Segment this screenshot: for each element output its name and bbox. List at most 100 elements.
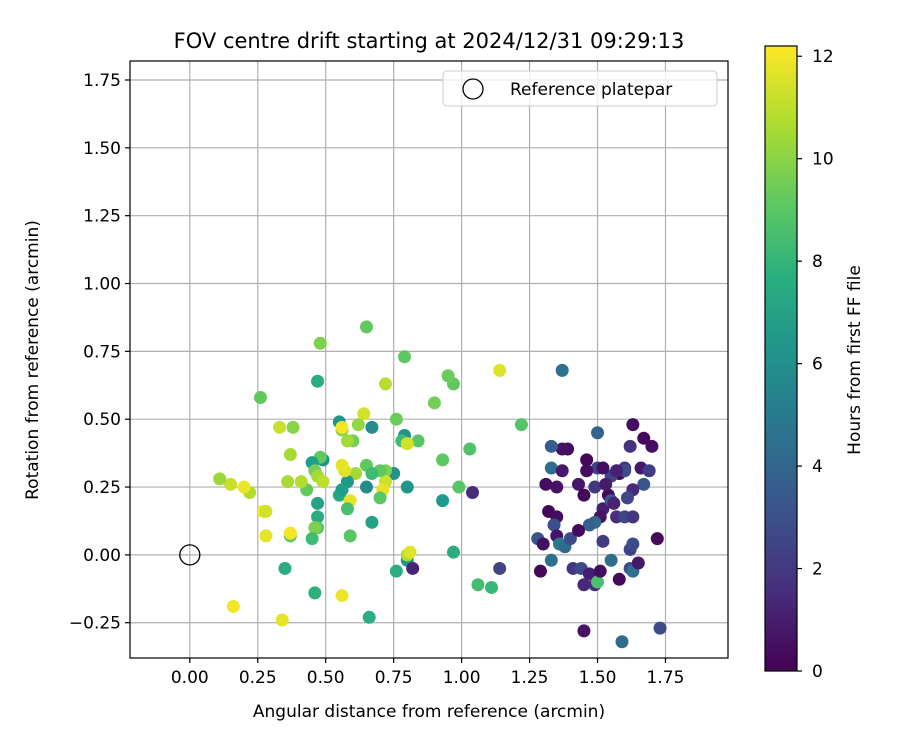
x-tick-label: 1.75 — [647, 668, 685, 688]
scatter-point — [544, 553, 558, 567]
scatter-point — [294, 475, 308, 489]
scatter-point — [631, 556, 645, 570]
x-axis-ticks: 0.00 0.25 0.50 0.75 1.00 1.25 1.50 1.75 — [171, 658, 685, 688]
scatter-point — [365, 420, 379, 434]
scatter-point — [623, 439, 637, 453]
x-tick-label: 1.50 — [579, 668, 617, 688]
scatter-point — [580, 464, 594, 478]
y-tick-label: 0.25 — [83, 478, 121, 498]
scatter-point — [650, 532, 664, 546]
scatter-point — [311, 496, 325, 510]
colorbar: 0 2 4 6 8 10 12 Hours from first FF file — [764, 45, 865, 682]
legend-box — [442, 70, 718, 107]
scatter-point — [563, 532, 577, 546]
colorbar-tick-label: 8 — [812, 252, 823, 272]
scatter-point — [577, 488, 591, 502]
scatter-point — [253, 390, 267, 404]
scatter-point — [446, 545, 460, 559]
scatter-point — [610, 464, 624, 478]
scatter-point — [305, 532, 319, 546]
scatter-point — [283, 447, 297, 461]
scatter-point — [436, 453, 450, 467]
scatter-point — [403, 545, 417, 559]
scatter-point — [281, 475, 295, 489]
scatter-point — [555, 464, 569, 478]
scatter-point — [544, 461, 558, 475]
scatter-point — [582, 518, 596, 532]
chart-title: FOV centre drift starting at 2024/12/31 … — [174, 29, 685, 53]
y-tick-label: 1.00 — [83, 275, 121, 295]
scatter-point — [555, 363, 569, 377]
scatter-point — [441, 369, 455, 383]
scatter-point — [349, 466, 363, 480]
reference-platepar-marker — [179, 544, 201, 566]
scatter-point — [599, 477, 613, 491]
scatter-point — [389, 564, 403, 578]
scatter-point — [653, 621, 667, 635]
scatter-points — [213, 320, 667, 649]
scatter-point — [572, 523, 585, 537]
scatter-point — [536, 537, 550, 551]
scatter-point — [637, 477, 651, 491]
scatter-point — [580, 453, 594, 467]
y-tick-label: 1.50 — [83, 139, 121, 159]
scatter-point — [259, 529, 273, 543]
scatter-point — [340, 434, 354, 448]
scatter-point — [357, 407, 371, 421]
scatter-point — [283, 526, 297, 540]
scatter-point — [311, 510, 325, 524]
scatter-point — [278, 561, 292, 575]
scatter-point — [335, 420, 349, 434]
y-axis-ticks: −0.25 0.00 0.25 0.50 0.75 1.00 1.25 1.50 1.75 — [69, 71, 130, 634]
scatter-point — [452, 480, 466, 494]
y-tick-label: 1.25 — [83, 207, 121, 227]
scatter-point — [547, 518, 561, 532]
colorbar-tick-label: 6 — [812, 355, 823, 375]
scatter-point — [493, 363, 507, 377]
scatter-point — [436, 494, 450, 508]
scatter-point — [577, 578, 591, 592]
scatter-point — [411, 434, 425, 448]
y-tick-label: 1.75 — [83, 71, 121, 91]
colorbar-tick-label: 2 — [812, 560, 823, 580]
scatter-point — [607, 496, 621, 510]
y-axis-label: Rotation from reference (arcmin) — [23, 220, 43, 500]
scatter-point — [275, 613, 289, 627]
scatter-point — [577, 624, 591, 638]
scatter-point — [514, 418, 528, 432]
scatter-point — [316, 475, 330, 489]
scatter-point — [359, 480, 373, 494]
scatter-point — [626, 537, 640, 551]
scatter-point — [642, 464, 656, 478]
scatter-point — [213, 472, 227, 486]
y-tick-label: 0.50 — [83, 410, 121, 430]
legend-entry-reference-platepar: Reference platepar — [510, 80, 672, 100]
scatter-point — [311, 374, 325, 388]
scatter-point — [343, 529, 357, 543]
scatter-point — [612, 572, 626, 586]
x-tick-label: 1.25 — [511, 668, 549, 688]
colorbar-gradient — [765, 46, 797, 671]
scatter-point — [335, 458, 349, 472]
scatter-point — [591, 575, 605, 589]
scatter-point — [539, 477, 553, 491]
scatter-point — [591, 426, 605, 440]
scatter-point — [362, 610, 376, 624]
scatter-point — [615, 635, 629, 649]
scatter-point — [463, 442, 477, 456]
scatter-point — [471, 578, 485, 592]
plot-frame — [129, 60, 729, 659]
colorbar-frame — [764, 45, 798, 672]
scatter-point — [237, 480, 251, 494]
legend: Reference platepar — [442, 70, 718, 107]
scatter-point — [604, 553, 618, 567]
scatter-point — [286, 420, 300, 434]
scatter-point — [389, 412, 403, 426]
colorbar-tick-label: 10 — [812, 150, 834, 170]
scatter-point — [335, 483, 349, 497]
x-tick-label: 0.00 — [171, 668, 209, 688]
scatter-point — [365, 515, 379, 529]
scatter-point — [645, 439, 659, 453]
scatter-point — [427, 396, 441, 410]
